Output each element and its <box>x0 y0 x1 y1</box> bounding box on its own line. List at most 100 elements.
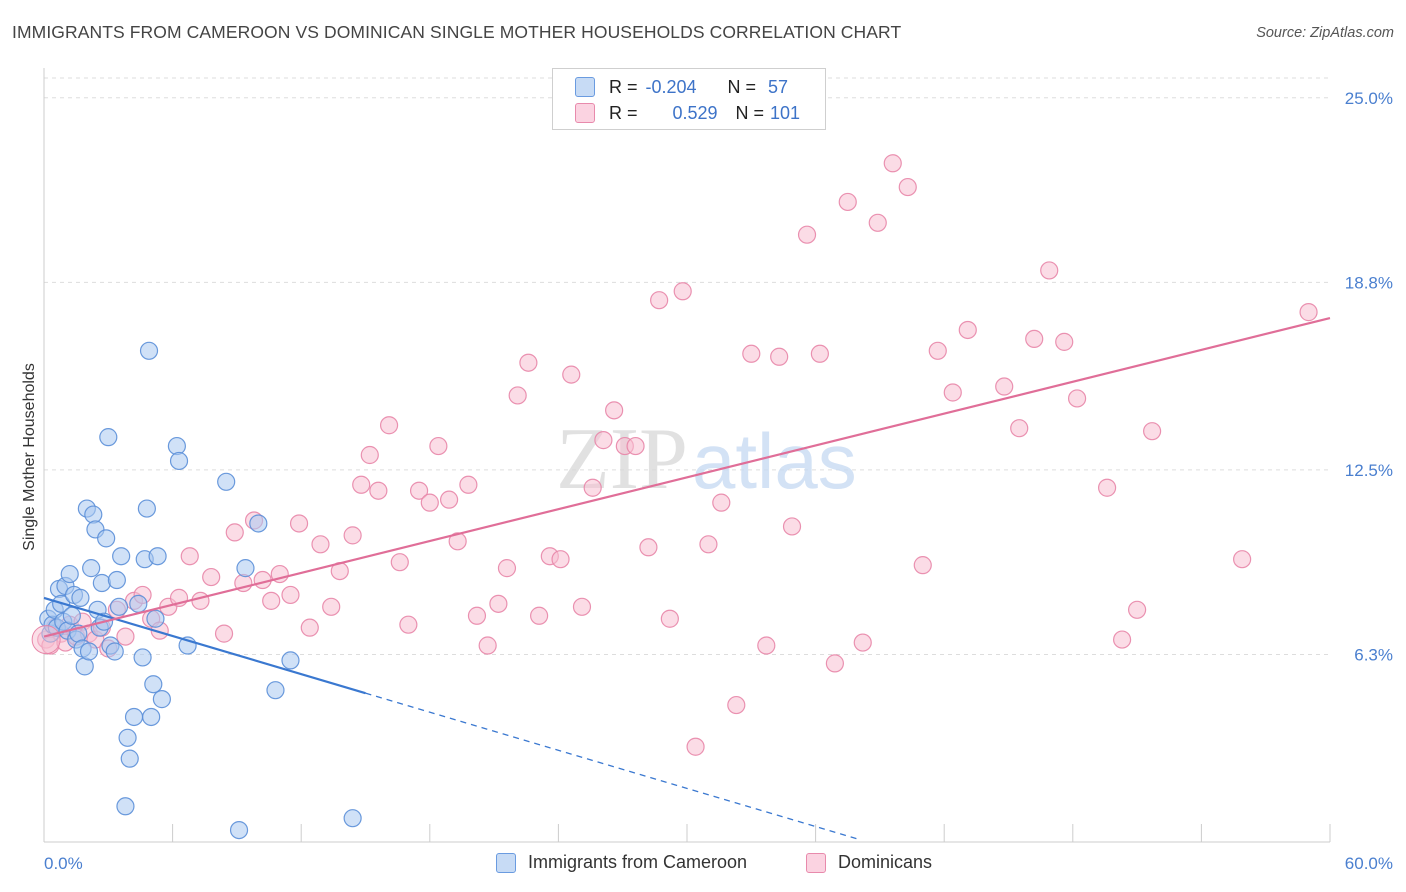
point-cameroon-41 <box>137 499 156 518</box>
point-cameroon-38 <box>129 594 148 613</box>
cameroon-swatch <box>575 77 595 97</box>
point-cameroon-56 <box>281 651 300 670</box>
point-dominicans-69 <box>686 737 705 756</box>
point-cameroon-36 <box>120 749 139 768</box>
point-dominicans-79 <box>825 654 844 673</box>
point-dominicans-93 <box>1055 332 1074 351</box>
point-dominicans-38 <box>360 445 379 465</box>
point-dominicans-37 <box>352 475 371 494</box>
point-cameroon-49 <box>169 451 189 471</box>
point-dominicans-51 <box>489 594 508 613</box>
source-label: Source: ZipAtlas.com <box>1256 25 1394 41</box>
watermark-zip: ZIP <box>556 411 688 508</box>
point-dominicans-36 <box>343 526 362 545</box>
point-dominicans-48 <box>459 475 478 494</box>
point-dominicans-66 <box>650 291 669 310</box>
n-value: 101 <box>770 102 801 123</box>
point-dominicans-74 <box>757 636 776 655</box>
point-cameroon-45 <box>146 609 165 628</box>
chart-title: IMMIGRANTS FROM CAMEROON VS DOMINICAN SI… <box>12 22 902 42</box>
n-value: 57 <box>768 76 789 97</box>
legend-label-dominicans: Dominicans <box>838 852 933 872</box>
point-dominicans-53 <box>508 386 527 405</box>
watermark-atlas: atlas <box>692 417 857 505</box>
point-dominicans-84 <box>898 177 917 197</box>
point-dominicans-45 <box>429 436 448 456</box>
point-dominicans-73 <box>742 344 761 363</box>
point-dominicans-60 <box>583 478 602 497</box>
legend-item-dominicans[interactable]: Dominicans <box>806 852 932 873</box>
point-dominicans-85 <box>913 556 932 575</box>
n-label: N = <box>727 76 757 97</box>
trend-line-cameroon-extension <box>365 692 859 840</box>
point-dominicans-72 <box>727 695 746 715</box>
point-cameroon-47 <box>152 690 171 709</box>
point-cameroon-20 <box>82 559 101 578</box>
point-dominicans-33 <box>311 535 330 554</box>
point-dominicans-80 <box>838 192 857 212</box>
point-dominicans-31 <box>289 514 309 533</box>
r-value: 0.529 <box>672 102 718 123</box>
point-cameroon-44 <box>144 675 163 694</box>
point-cameroon-57 <box>343 809 362 828</box>
r-value: -0.204 <box>645 76 697 97</box>
point-dominicans-55 <box>530 606 549 625</box>
trend-line-dominicans <box>43 316 1331 638</box>
point-dominicans-68 <box>673 282 692 301</box>
point-cameroon-19 <box>79 642 99 661</box>
y-tick-label-2: 18.8% <box>1345 273 1393 292</box>
point-dominicans-77 <box>797 225 817 244</box>
point-cameroon-48 <box>167 436 186 456</box>
point-cameroon-42 <box>139 341 159 360</box>
point-cameroon-31 <box>107 570 126 590</box>
point-dominicans-94 <box>1067 389 1087 408</box>
r-label: R = <box>609 76 638 97</box>
point-dominicans-21 <box>191 591 210 610</box>
point-dominicans-82 <box>868 213 887 232</box>
point-dominicans-54 <box>519 353 538 372</box>
point-cameroon-33 <box>112 547 131 566</box>
axes <box>43 68 1331 843</box>
point-dominicans-28 <box>262 591 281 610</box>
point-dominicans-57 <box>551 550 570 569</box>
point-dominicans-75 <box>770 347 789 366</box>
legend-swatch-dominicans <box>806 852 826 873</box>
point-dominicans-43 <box>409 481 429 500</box>
point-cameroon-39 <box>133 648 152 667</box>
point-dominicans-13 <box>116 627 135 646</box>
point-dominicans-61 <box>594 431 613 450</box>
stats-row-cameroon: R = -0.204 N = 57 <box>575 75 788 99</box>
point-dominicans-49 <box>467 606 487 625</box>
stats-row-dominicans: R = 0.529 N = 101 <box>575 101 800 125</box>
point-dominicans-20 <box>180 547 199 566</box>
x-tick-labels: 0.0% 60.0% <box>44 854 1393 873</box>
point-cameroon-46 <box>148 547 167 566</box>
legend-item-cameroon[interactable]: Immigrants from Cameroon <box>496 852 747 873</box>
point-dominicans-65 <box>639 538 658 557</box>
point-dominicans-88 <box>958 320 977 340</box>
legend-label-cameroon: Immigrants from Cameroon <box>528 852 748 872</box>
point-dominicans-30 <box>281 585 300 605</box>
point-dominicans-cluster <box>31 625 61 655</box>
point-cameroon-51 <box>217 472 236 491</box>
point-dominicans-89 <box>995 377 1014 396</box>
point-dominicans-92 <box>1040 261 1059 280</box>
point-dominicans-32 <box>300 618 319 637</box>
x-tick-label-min: 0.0% <box>44 854 83 873</box>
point-dominicans-52 <box>497 559 517 578</box>
point-dominicans-46 <box>439 490 459 509</box>
point-cameroon-21 <box>84 505 103 524</box>
point-dominicans-58 <box>562 365 581 384</box>
point-cameroon-27 <box>97 529 116 548</box>
point-cameroon-55 <box>266 681 285 700</box>
point-dominicans-22 <box>202 567 221 587</box>
point-cameroon-37 <box>124 707 144 727</box>
point-dominicans-81 <box>853 633 872 652</box>
point-dominicans-40 <box>379 416 399 435</box>
point-cameroon-43 <box>142 707 161 727</box>
point-dominicans-100 <box>1299 303 1318 322</box>
point-dominicans-44 <box>420 493 439 512</box>
point-dominicans-76 <box>782 517 802 536</box>
point-dominicans-83 <box>883 154 902 173</box>
y-tick-label-0: 6.3% <box>1354 645 1393 664</box>
